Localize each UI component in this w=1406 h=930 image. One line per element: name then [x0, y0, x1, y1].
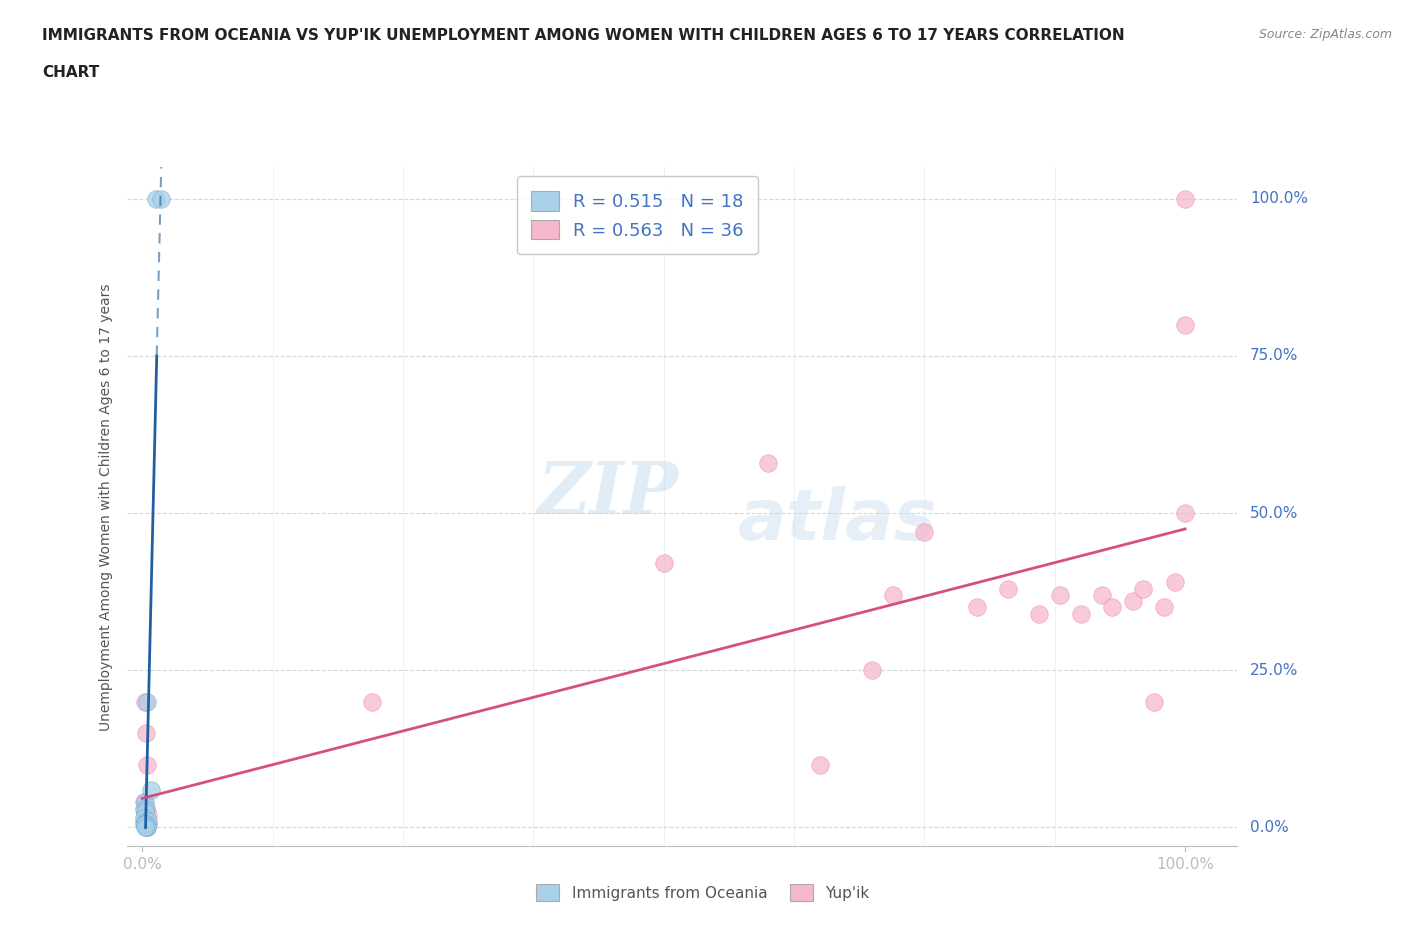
Point	[134, 795, 156, 810]
Point	[134, 820, 156, 835]
Point	[1153, 600, 1175, 615]
Point	[138, 814, 160, 829]
Point	[1132, 581, 1154, 596]
Point	[134, 817, 156, 831]
Point	[652, 556, 675, 571]
Point	[1070, 606, 1092, 621]
Point	[134, 811, 156, 826]
Point	[1049, 588, 1071, 603]
Point	[966, 600, 988, 615]
Point	[134, 817, 156, 831]
Text: IMMIGRANTS FROM OCEANIA VS YUP'IK UNEMPLOYMENT AMONG WOMEN WITH CHILDREN AGES 6 : IMMIGRANTS FROM OCEANIA VS YUP'IK UNEMPL…	[42, 28, 1125, 43]
Point	[756, 456, 779, 471]
Point	[134, 814, 156, 829]
Point	[1174, 506, 1197, 521]
Point	[1028, 606, 1050, 621]
Legend: R = 0.515   N = 18, R = 0.563   N = 36: R = 0.515 N = 18, R = 0.563 N = 36	[517, 177, 758, 254]
Point	[134, 795, 156, 810]
Point	[136, 820, 159, 835]
Legend: Immigrants from Oceania, Yup'ik: Immigrants from Oceania, Yup'ik	[530, 878, 876, 908]
Text: 25.0%: 25.0%	[1250, 663, 1298, 678]
Y-axis label: Unemployment Among Women with Children Ages 6 to 17 years: Unemployment Among Women with Children A…	[100, 283, 114, 731]
Point	[808, 757, 831, 772]
Point	[134, 695, 156, 710]
Point	[135, 814, 157, 829]
Point	[135, 817, 157, 831]
Point	[1174, 192, 1197, 206]
Point	[134, 817, 156, 831]
Point	[882, 588, 904, 603]
Point	[134, 817, 156, 831]
Text: 100.0%: 100.0%	[1250, 192, 1308, 206]
Point	[136, 820, 159, 835]
Point	[135, 801, 157, 816]
Point	[136, 695, 159, 710]
Point	[139, 782, 162, 797]
Point	[145, 192, 167, 206]
Text: ZIP: ZIP	[537, 458, 678, 529]
Point	[138, 817, 160, 831]
Text: 50.0%: 50.0%	[1250, 506, 1298, 521]
Point	[997, 581, 1019, 596]
Point	[149, 192, 172, 206]
Point	[136, 757, 159, 772]
Point	[1143, 695, 1166, 710]
Point	[1174, 317, 1197, 332]
Point	[1101, 600, 1123, 615]
Point	[912, 525, 935, 539]
Point	[134, 814, 156, 829]
Text: Source: ZipAtlas.com: Source: ZipAtlas.com	[1258, 28, 1392, 41]
Text: 0.0%: 0.0%	[1250, 820, 1289, 835]
Point	[135, 801, 157, 816]
Point	[135, 725, 157, 740]
Point	[134, 801, 156, 816]
Point	[1122, 593, 1144, 608]
Point	[1163, 575, 1185, 590]
Point	[135, 820, 157, 835]
Point	[136, 820, 159, 835]
Point	[1091, 588, 1114, 603]
Text: atlas: atlas	[738, 486, 938, 555]
Point	[135, 817, 157, 831]
Text: 75.0%: 75.0%	[1250, 349, 1298, 364]
Point	[134, 804, 156, 819]
Point	[360, 695, 382, 710]
Point	[134, 817, 156, 831]
Point	[138, 807, 160, 822]
Point	[860, 663, 883, 678]
Text: CHART: CHART	[42, 65, 100, 80]
